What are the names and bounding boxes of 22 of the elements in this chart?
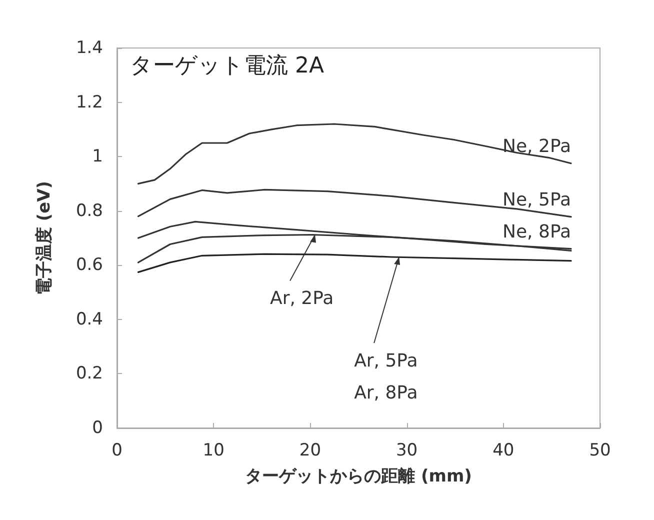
y-tick-label: 0.6 bbox=[76, 255, 103, 276]
series-label: Ne, 8Pa bbox=[502, 221, 572, 242]
x-tick-label: 0 bbox=[112, 440, 122, 460]
series-label: Ne, 5Pa bbox=[502, 189, 572, 210]
x-tick-label: 30 bbox=[396, 440, 418, 460]
y-tick-label: 0.2 bbox=[76, 364, 103, 384]
y-axis-title: 電子温度 (eV) bbox=[34, 180, 54, 296]
series-label: Ne, 2Pa bbox=[502, 136, 572, 157]
y-tick-label: 0 bbox=[92, 418, 103, 438]
x-axis-title: ターゲットからの距離 (mm) bbox=[245, 466, 472, 486]
y-tick-label: 1.2 bbox=[76, 92, 103, 112]
x-tick-label: 50 bbox=[589, 440, 611, 460]
annotation: Ar, 5Pa Ar, 8Pa bbox=[354, 350, 418, 404]
x-tick-label: 20 bbox=[299, 440, 322, 460]
y-tick-label: 0.8 bbox=[76, 200, 103, 221]
y-tick-label: 1.4 bbox=[76, 38, 103, 58]
annotation: Ar, 2Pa bbox=[270, 288, 334, 310]
x-tick-label: 10 bbox=[202, 440, 224, 460]
x-tick-label: 40 bbox=[492, 440, 514, 460]
y-tick-label: 1 bbox=[92, 146, 103, 167]
y-tick-label: 0.4 bbox=[76, 309, 103, 330]
chart-title: ターゲット電流 2A bbox=[130, 54, 324, 78]
